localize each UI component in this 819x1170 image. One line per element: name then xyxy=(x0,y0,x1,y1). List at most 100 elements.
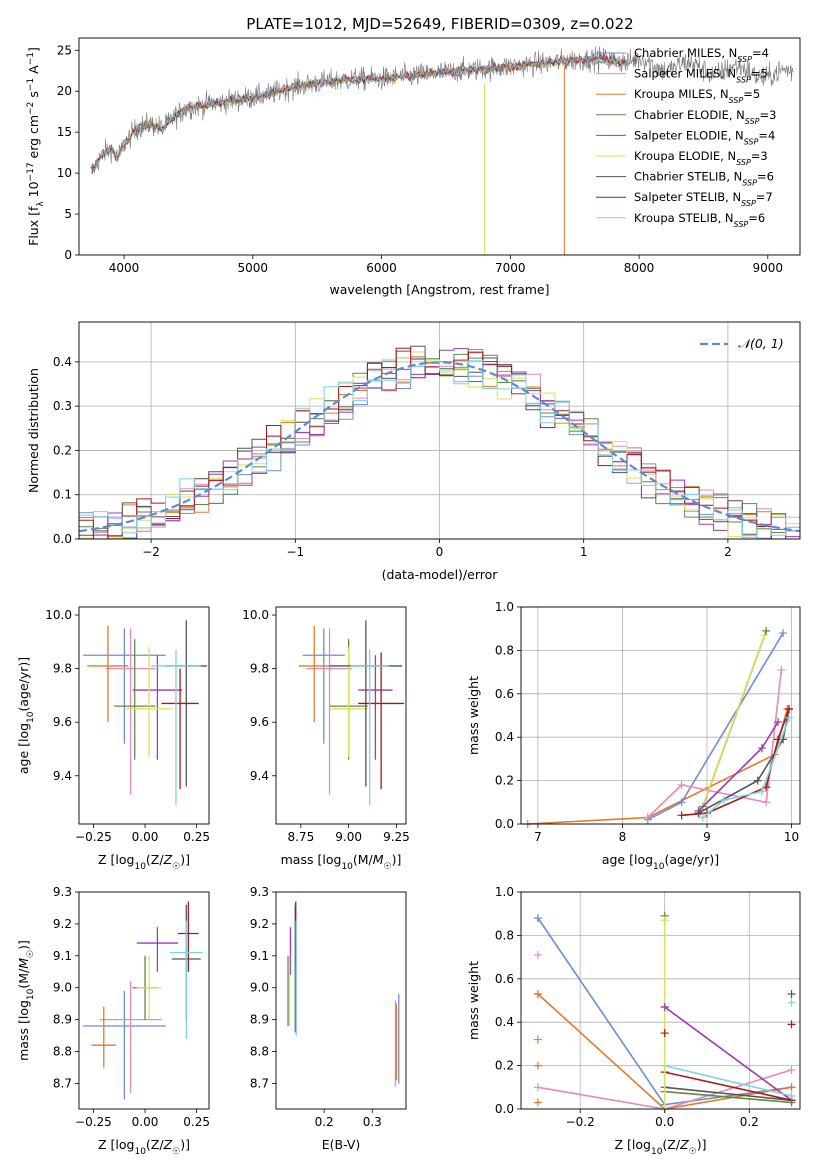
weight-marker xyxy=(533,1098,542,1107)
weight-line xyxy=(527,708,789,825)
weight-marker xyxy=(787,998,796,1007)
weight-marker xyxy=(677,798,686,807)
weight-marker xyxy=(762,798,771,807)
weight-line xyxy=(664,1006,792,1101)
x-tick-label: 9 xyxy=(703,830,711,844)
weight-marker xyxy=(762,626,771,635)
x-tick-label: −0.2 xyxy=(566,1115,595,1129)
y-tick-label: 9.1 xyxy=(53,949,72,963)
x-tick-label: 0.25 xyxy=(183,1115,210,1129)
y-tick-label: 9.4 xyxy=(53,769,72,783)
legend-label: Kroupa ELODIE, NSSP=3 xyxy=(634,149,768,167)
age-vs-mass-panel: 8.75 9.00 9.25 9.4 9.6 9.8 10.0 mass [log10(M/M… xyxy=(242,606,410,872)
y-tick-label: 0.6 xyxy=(495,687,514,701)
spectrum-model-line xyxy=(91,53,627,174)
residual-histogram xyxy=(79,347,800,539)
figure-title: PLATE=1012, MJD=52649, FIBERID=0309, z=0… xyxy=(246,15,633,33)
errorbar-xlabel: E(B-V) xyxy=(322,1137,361,1152)
weight-marker xyxy=(677,780,686,789)
x-tick-label: 0.2 xyxy=(740,1115,759,1129)
y-tick-label: 9.8 xyxy=(53,662,72,676)
axes-frame xyxy=(78,606,210,825)
weight-line xyxy=(699,634,766,814)
legend-label: Salpeter MILES, NSSP=5 xyxy=(634,67,768,85)
spectrum-model-line xyxy=(91,55,627,174)
errorbar-xlabel: mass [log10(M/M☉)] xyxy=(281,852,402,872)
residuals-panel: −2 −1 0 1 2 0.0 0.1 0.2 0.3 0.4 (data-model)/error… xyxy=(26,321,801,582)
y-tick-label: 0.4 xyxy=(495,1015,514,1029)
y-tick-label: 0.2 xyxy=(53,443,72,457)
x-tick-label: 5000 xyxy=(238,261,269,275)
x-tick-label: −1 xyxy=(286,545,304,559)
axes-frame xyxy=(78,37,801,256)
y-tick-label: 8.8 xyxy=(250,1045,269,1059)
x-tick-label: 0 xyxy=(436,545,444,559)
y-tick-label: 1.0 xyxy=(495,885,514,899)
y-tick-label: 10.0 xyxy=(242,608,269,622)
y-tick-label: 0.8 xyxy=(495,643,514,657)
weight-marker xyxy=(787,1020,796,1029)
weight-marker xyxy=(785,704,794,713)
y-tick-label: 8.7 xyxy=(250,1076,269,1090)
y-tick-label: 0.1 xyxy=(53,488,72,502)
y-tick-label: 9.8 xyxy=(250,662,269,676)
spectrum-model-line xyxy=(91,55,627,171)
y-tick-label: 0.2 xyxy=(495,774,514,788)
weight-ylabel: mass weight xyxy=(466,676,481,755)
errorbar-xlabel: Z [log10(Z/Z☉)] xyxy=(98,1137,190,1157)
residuals-xlabel: (data-model)/error xyxy=(382,567,499,582)
x-tick-label: 0.2 xyxy=(315,1115,334,1129)
y-tick-label: 0.6 xyxy=(495,972,514,986)
weight-line xyxy=(702,717,790,819)
weight-marker xyxy=(660,916,669,925)
weight-marker xyxy=(787,1065,796,1074)
axes-frame xyxy=(275,606,407,825)
y-tick-label: 8.9 xyxy=(53,1013,72,1027)
x-tick-label: 10 xyxy=(784,830,799,844)
mass-vs-Z-panel: −0.25 0.00 0.25 8.7 8.8 8.9 9.0 9.1 9.2 9.3 Z [log… xyxy=(16,885,210,1157)
y-tick-label: 9.2 xyxy=(53,917,72,931)
weight-marker xyxy=(660,1029,669,1038)
weight-line xyxy=(664,1090,792,1104)
y-tick-label: 10.0 xyxy=(45,608,72,622)
x-tick-label: 6000 xyxy=(366,261,397,275)
weight-marker xyxy=(533,989,542,998)
weight-marker xyxy=(787,1098,796,1107)
y-tick-label: 0.3 xyxy=(53,399,72,413)
y-tick-label: 20 xyxy=(57,84,72,98)
y-tick-label: 10 xyxy=(57,166,72,180)
x-tick-label: 0.25 xyxy=(183,830,210,844)
errorbar-ylabel: age [log10(age/yr)] xyxy=(16,657,36,774)
axes-frame xyxy=(78,891,210,1110)
spectrum-panel: 4000 5000 6000 7000 8000 9000 0 5 10 15 20 25 wavele… xyxy=(26,37,801,297)
legend-label: Chabrier MILES, NSSP=4 xyxy=(634,46,769,64)
y-tick-label: 0.0 xyxy=(495,817,514,831)
legend-label: Chabrier ELODIE, NSSP=3 xyxy=(634,108,776,126)
weight-line xyxy=(664,1071,792,1102)
y-tick-label: 0 xyxy=(64,248,72,262)
spectrum-model-line xyxy=(91,53,627,172)
y-tick-label: 9.0 xyxy=(53,981,72,995)
x-tick-label: 8 xyxy=(619,830,627,844)
spectrum-model-line xyxy=(91,53,627,172)
x-tick-label: 9.25 xyxy=(383,830,410,844)
y-tick-label: 5 xyxy=(64,207,72,221)
weight-xlabel: Z [log10(Z/Z☉)] xyxy=(614,1137,706,1157)
residual-histogram xyxy=(79,351,800,539)
legend-label: Chabrier STELIB, NSSP=6 xyxy=(634,170,774,188)
weight-ylabel: mass weight xyxy=(466,961,481,1040)
y-tick-label: 0.0 xyxy=(495,1102,514,1116)
weight-marker xyxy=(533,1061,542,1070)
y-tick-label: 8.7 xyxy=(53,1076,72,1090)
weight-marker xyxy=(533,1035,542,1044)
x-tick-label: 4000 xyxy=(109,261,140,275)
axes-frame xyxy=(520,606,801,825)
errorbar-ylabel: mass [log10(M/M☉)] xyxy=(16,940,36,1061)
y-tick-label: 9.4 xyxy=(250,769,269,783)
weight-marker xyxy=(785,713,794,722)
residuals-ylabel: Normed distribution xyxy=(26,368,41,493)
weight-marker xyxy=(533,914,542,923)
y-tick-label: 0.2 xyxy=(495,1059,514,1073)
x-tick-label: 9000 xyxy=(753,261,784,275)
weight-marker xyxy=(677,811,686,820)
